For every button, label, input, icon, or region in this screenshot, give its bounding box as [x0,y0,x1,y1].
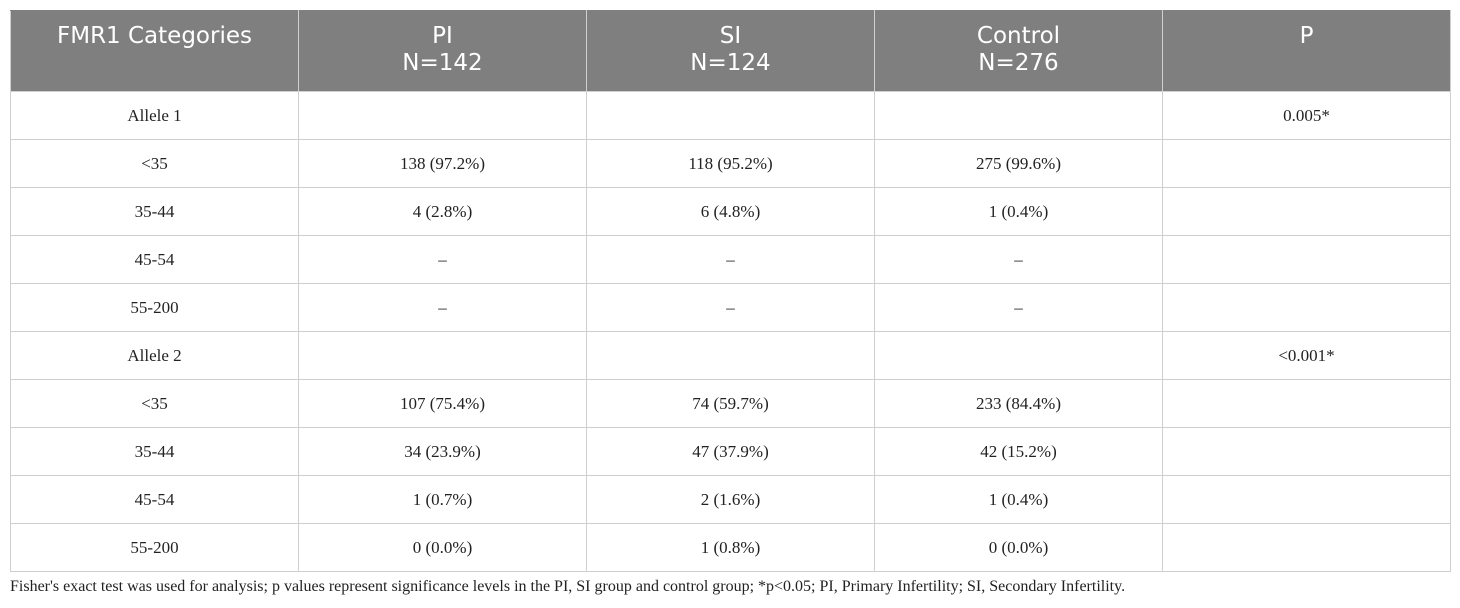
control-cell: 1 (0.4%) [874,187,1163,236]
header-label: Control [976,23,1061,49]
header-si: SI N=124 [586,10,875,92]
p-value-cell [1162,187,1451,236]
pi-cell [298,91,587,140]
table-row: 55-200 – – – [10,283,1451,332]
pi-cell: 138 (97.2%) [298,139,587,188]
pi-cell: 107 (75.4%) [298,379,587,428]
header-sublabel: N=124 [690,50,771,76]
pi-cell: 1 (0.7%) [298,475,587,524]
si-cell [586,331,875,380]
table-row: Allele 2 <0.001* [10,331,1451,380]
category-cell: Allele 2 [10,331,299,380]
pi-cell: 4 (2.8%) [298,187,587,236]
pi-cell [298,331,587,380]
header-sublabel: N=276 [978,50,1059,76]
category-cell: <35 [10,139,299,188]
p-value-cell: 0.005* [1162,91,1451,140]
table-row: <35 107 (75.4%) 74 (59.7%) 233 (84.4%) [10,379,1451,428]
table-row: 45-54 – – – [10,235,1451,284]
category-cell: 45-54 [10,475,299,524]
table-header: FMR1 Categories PI N=142 SI N=124 Control N… [10,10,1451,92]
control-cell: 275 (99.6%) [874,139,1163,188]
table-row: <35 138 (97.2%) 118 (95.2%) 275 (99.6%) [10,139,1451,188]
si-cell [586,91,875,140]
header-fmr1-categories: FMR1 Categories [10,10,299,92]
control-cell: 42 (15.2%) [874,427,1163,476]
si-cell: – [586,235,875,284]
p-value-cell [1162,235,1451,284]
header-label: SI [719,23,742,49]
pi-cell: – [298,235,587,284]
table-footnote: Fisher's exact test was used for analysi… [10,578,1126,595]
p-value-cell [1162,139,1451,188]
p-value-cell [1162,427,1451,476]
table-row: 35-44 4 (2.8%) 6 (4.8%) 1 (0.4%) [10,187,1451,236]
control-cell [874,331,1163,380]
pi-cell: 0 (0.0%) [298,523,587,572]
p-value-cell [1162,475,1451,524]
category-cell: 35-44 [10,427,299,476]
fmr1-categories-table: FMR1 Categories PI N=142 SI N=124 Control N… [10,10,1451,572]
control-cell: 1 (0.4%) [874,475,1163,524]
p-value-cell [1162,379,1451,428]
category-cell: Allele 1 [10,91,299,140]
control-cell: 0 (0.0%) [874,523,1163,572]
si-cell: 1 (0.8%) [586,523,875,572]
header-label: P [1299,23,1314,49]
pi-cell: – [298,283,587,332]
header-control: Control N=276 [874,10,1163,92]
table-row: Allele 1 0.005* [10,91,1451,140]
category-cell: 45-54 [10,235,299,284]
control-cell [874,91,1163,140]
si-cell: 118 (95.2%) [586,139,875,188]
table-row: 55-200 0 (0.0%) 1 (0.8%) 0 (0.0%) [10,523,1451,572]
pi-cell: 34 (23.9%) [298,427,587,476]
p-value-cell: <0.001* [1162,331,1451,380]
category-cell: 55-200 [10,283,299,332]
header-label: PI [432,23,453,49]
control-cell: – [874,283,1163,332]
category-cell: 35-44 [10,187,299,236]
si-cell: – [586,283,875,332]
header-p-value: P [1162,10,1451,92]
si-cell: 47 (37.9%) [586,427,875,476]
si-cell: 6 (4.8%) [586,187,875,236]
si-cell: 74 (59.7%) [586,379,875,428]
control-cell: – [874,235,1163,284]
table-body: Allele 1 0.005* <35 138 (97.2%) 118 (95.… [10,91,1451,572]
p-value-cell [1162,523,1451,572]
header-label: FMR1 Categories [57,23,252,49]
p-value-cell [1162,283,1451,332]
category-cell: <35 [10,379,299,428]
table-row: 35-44 34 (23.9%) 47 (37.9%) 42 (15.2%) [10,427,1451,476]
si-cell: 2 (1.6%) [586,475,875,524]
table-row: 45-54 1 (0.7%) 2 (1.6%) 1 (0.4%) [10,475,1451,524]
category-cell: 55-200 [10,523,299,572]
fmr1-table-container: FMR1 Categories PI N=142 SI N=124 Control N… [10,10,1451,572]
header-pi: PI N=142 [298,10,587,92]
header-row: FMR1 Categories PI N=142 SI N=124 Control N… [10,10,1451,92]
control-cell: 233 (84.4%) [874,379,1163,428]
header-sublabel: N=142 [402,50,483,76]
